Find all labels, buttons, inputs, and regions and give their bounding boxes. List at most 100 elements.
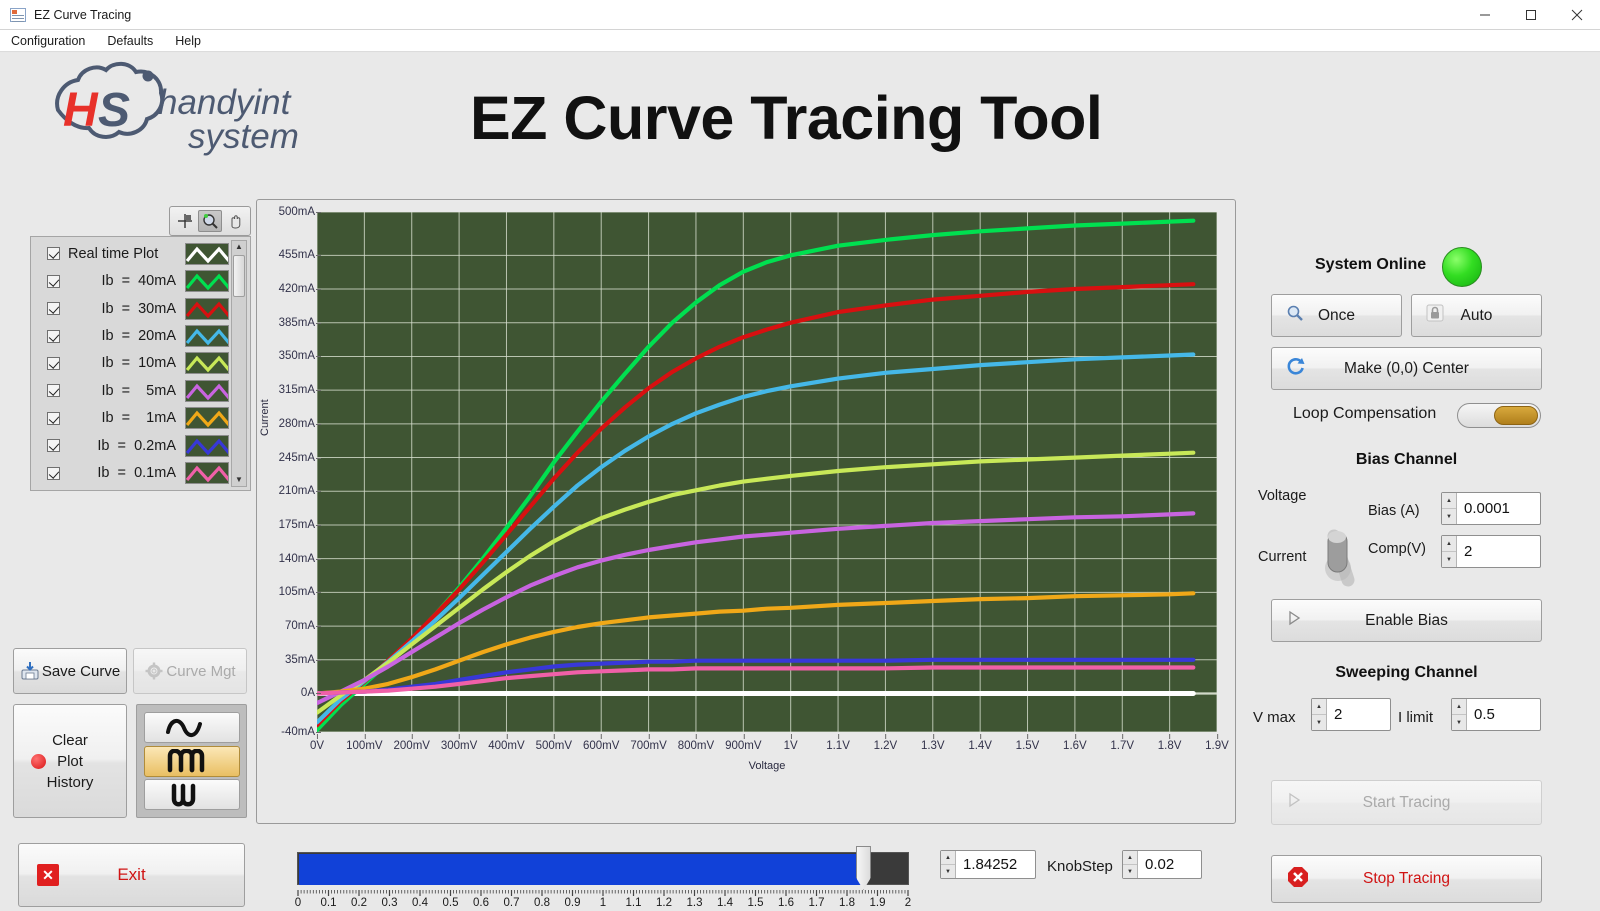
legend-checkbox[interactable] (47, 411, 60, 425)
legend-item[interactable]: Ib = 1mA (34, 405, 229, 432)
legend-color-swatch[interactable] (185, 352, 229, 375)
legend-color-swatch[interactable] (185, 297, 229, 320)
logo-text-line1: handyint (158, 83, 292, 122)
stepper-up-icon[interactable]: ▲ (1442, 536, 1456, 552)
loop-compensation-toggle[interactable] (1457, 403, 1541, 428)
scroll-up-arrow[interactable]: ▲ (235, 242, 243, 251)
legend-item[interactable]: Ib = 40mA (34, 267, 229, 294)
omega-wave-mode-button[interactable] (143, 779, 240, 811)
legend-item[interactable]: Ib = 5mA (34, 377, 229, 404)
stepper-down-icon[interactable]: ▼ (1446, 556, 1452, 563)
zoom-tool-icon[interactable] (198, 210, 222, 232)
comp-v-stepper[interactable]: ▲ ▼ (1442, 536, 1457, 567)
legend-checkbox[interactable] (47, 384, 60, 398)
ilimit-stepper[interactable]: ▲ ▼ (1452, 699, 1467, 730)
slider-tick-label: 1.2 (656, 897, 672, 909)
x-axis-tick-label: 100mV (346, 734, 383, 752)
y-axis-tick-label: 140mA (215, 553, 321, 565)
menu-item-configuration[interactable]: Configuration (11, 33, 86, 48)
pan-tool-icon[interactable] (223, 210, 247, 232)
enable-bias-button[interactable]: Enable Bias (1271, 599, 1542, 642)
start-tracing-button[interactable]: Start Tracing (1271, 780, 1542, 825)
curve-graph[interactable]: Current Voltage 500mA 455mA 420mA 385mA 350m… (256, 199, 1236, 824)
minimize-icon[interactable] (1462, 0, 1508, 30)
legend-color-swatch[interactable] (185, 242, 229, 265)
legend-item[interactable]: Ib = 0.1mA (34, 460, 229, 487)
make-center-button[interactable]: Make (0,0) Center (1271, 347, 1542, 390)
sine-wave-mode-button[interactable] (143, 711, 240, 743)
legend-scrollbar[interactable]: ▲ ▼ (231, 240, 247, 487)
stepper-up-icon[interactable]: ▲ (1452, 699, 1466, 715)
bias-a-stepper[interactable]: ▲ ▼ (1442, 493, 1457, 524)
bias-mode-knob[interactable] (1322, 526, 1355, 587)
legend-color-swatch[interactable] (185, 270, 229, 293)
plot-area[interactable] (314, 211, 1218, 733)
legend-item[interactable]: Ib = 30mA (34, 295, 229, 322)
vmax-value[interactable]: 2 (1334, 706, 1343, 723)
curve-mgt-button[interactable]: Curve Mgt (133, 648, 247, 694)
stepper-down-icon[interactable]: ▼ (1446, 513, 1452, 520)
once-label: Once (1317, 306, 1356, 324)
slider-track[interactable] (297, 852, 909, 885)
comp-v-input[interactable]: ▲ ▼ 2 (1441, 535, 1541, 568)
legend-color-swatch[interactable] (185, 407, 229, 430)
close-icon[interactable] (1554, 0, 1600, 30)
vmax-stepper[interactable]: ▲ ▼ (1312, 699, 1327, 730)
once-button[interactable]: Once (1271, 294, 1402, 337)
auto-button[interactable]: Auto (1411, 294, 1542, 337)
legend-checkbox[interactable] (47, 302, 60, 316)
legend-checkbox[interactable] (47, 439, 60, 453)
cursor-tool-icon[interactable] (173, 210, 197, 232)
stepper-up-icon[interactable]: ▲ (941, 851, 955, 865)
stepper-down-icon[interactable]: ▼ (1456, 719, 1462, 726)
knobstep-stepper[interactable]: ▲ ▼ (1123, 851, 1138, 878)
knobstep-input[interactable]: ▲ ▼ 0.02 (1122, 850, 1202, 879)
slider-value-input[interactable]: ▲ ▼ 1.84252 (940, 850, 1036, 879)
voltage-slider[interactable]: 0 0.1 0.2 0.3 0.4 0.5 0.6 0.7 0.8 0.9 1 1.1 1.2 1.3 1.… (295, 846, 911, 909)
legend-color-swatch[interactable] (185, 434, 229, 457)
vmax-input[interactable]: ▲ ▼ 2 (1311, 698, 1391, 731)
legend-checkbox[interactable] (47, 356, 60, 370)
legend-item[interactable]: Ib = 10mA (34, 350, 229, 377)
stepper-down-icon[interactable]: ▼ (945, 868, 951, 875)
legend-checkbox[interactable] (47, 247, 60, 261)
slider-value[interactable]: 1.84252 (963, 856, 1018, 873)
slider-value-stepper[interactable]: ▲ ▼ (941, 851, 956, 878)
legend-color-swatch[interactable] (185, 379, 229, 402)
comp-v-value[interactable]: 2 (1464, 543, 1473, 560)
menu-item-defaults[interactable]: Defaults (107, 33, 154, 48)
save-curve-button[interactable]: Save Curve (13, 648, 127, 694)
scroll-down-arrow[interactable]: ▼ (235, 475, 243, 484)
exit-button[interactable]: ✕ Exit (18, 843, 245, 907)
legend-item[interactable]: Ib = 20mA (34, 322, 229, 349)
legend-item[interactable]: Real time Plot (34, 240, 229, 267)
x-axis-tick-label: 0V (309, 734, 325, 752)
legend-color-swatch[interactable] (185, 462, 229, 485)
knobstep-value[interactable]: 0.02 (1145, 856, 1175, 873)
legend-item[interactable]: Ib = 0.2mA (34, 432, 229, 459)
stepper-up-icon[interactable]: ▲ (1123, 851, 1137, 865)
stepper-down-icon[interactable]: ▼ (1127, 868, 1133, 875)
menu-item-help[interactable]: Help (175, 33, 201, 48)
legend-checkbox[interactable] (47, 329, 60, 343)
legend-checkbox[interactable] (47, 466, 60, 480)
stepper-up-icon[interactable]: ▲ (1312, 699, 1326, 715)
maximize-icon[interactable] (1508, 0, 1554, 30)
stepper-down-icon[interactable]: ▼ (1316, 719, 1322, 726)
bias-a-input[interactable]: ▲ ▼ 0.0001 (1441, 492, 1541, 525)
clear-plot-history-button[interactable]: Clear Plot History (13, 704, 127, 818)
x-axis-tick-label: 1.8V (1157, 734, 1182, 752)
toggle-knob (1494, 406, 1538, 425)
slider-knob[interactable] (855, 846, 871, 890)
legend-checkbox[interactable] (47, 274, 60, 288)
stepper-up-icon[interactable]: ▲ (1442, 493, 1456, 509)
ilimit-input[interactable]: ▲ ▼ 0.5 (1451, 698, 1541, 731)
scrollbar-thumb[interactable] (233, 255, 245, 297)
bias-a-value[interactable]: 0.0001 (1464, 500, 1510, 517)
legend-color-swatch[interactable] (185, 325, 229, 348)
ilimit-value[interactable]: 0.5 (1474, 706, 1495, 723)
stop-tracing-button[interactable]: Stop Tracing (1271, 855, 1542, 903)
double-hump-wave-mode-button[interactable] (143, 745, 240, 777)
enable-bias-label: Enable Bias (1365, 611, 1448, 629)
slider-tick-label: 0.8 (534, 897, 550, 909)
